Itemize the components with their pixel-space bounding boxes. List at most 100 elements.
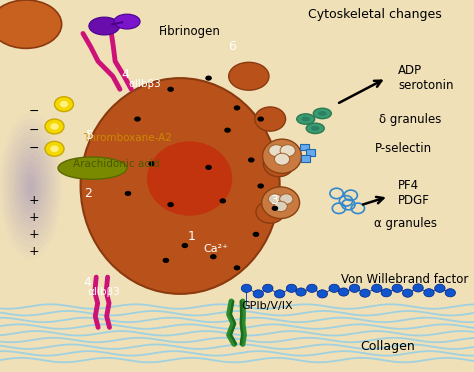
Circle shape	[360, 289, 370, 297]
Text: +: +	[29, 211, 39, 224]
Circle shape	[163, 258, 169, 263]
Ellipse shape	[318, 111, 327, 116]
Circle shape	[280, 194, 293, 204]
Circle shape	[253, 290, 264, 298]
Circle shape	[224, 128, 231, 133]
Circle shape	[268, 194, 282, 204]
Ellipse shape	[89, 17, 119, 35]
Ellipse shape	[301, 116, 310, 121]
Polygon shape	[301, 155, 310, 162]
Circle shape	[205, 165, 212, 170]
Ellipse shape	[23, 167, 39, 205]
Circle shape	[392, 284, 402, 292]
Ellipse shape	[262, 187, 300, 218]
Ellipse shape	[114, 14, 140, 29]
Text: 4: 4	[84, 276, 91, 289]
Text: 2: 2	[84, 187, 91, 200]
Ellipse shape	[256, 201, 284, 223]
Ellipse shape	[264, 151, 294, 177]
Circle shape	[296, 288, 306, 296]
Circle shape	[274, 290, 285, 298]
Text: αIIbβ3: αIIbβ3	[128, 79, 161, 89]
Text: Arachidonic acid: Arachidonic acid	[73, 160, 160, 169]
Text: 1: 1	[188, 230, 196, 243]
Ellipse shape	[81, 78, 280, 294]
Circle shape	[219, 198, 226, 203]
Text: ADP
serotonin: ADP serotonin	[398, 64, 454, 92]
Circle shape	[269, 145, 284, 157]
Text: −: −	[29, 142, 39, 155]
Ellipse shape	[28, 179, 34, 193]
Circle shape	[317, 290, 328, 298]
Circle shape	[349, 284, 360, 292]
Text: +: +	[29, 195, 39, 207]
Circle shape	[45, 141, 64, 156]
Circle shape	[50, 145, 59, 152]
Text: +: +	[29, 228, 39, 241]
Circle shape	[286, 284, 297, 292]
Circle shape	[134, 116, 141, 122]
Circle shape	[263, 284, 273, 292]
Circle shape	[307, 284, 317, 292]
Circle shape	[45, 119, 64, 134]
Circle shape	[274, 201, 287, 212]
Circle shape	[50, 123, 59, 130]
Ellipse shape	[263, 139, 301, 173]
Circle shape	[435, 284, 445, 292]
Circle shape	[272, 206, 278, 211]
Circle shape	[60, 101, 68, 108]
Circle shape	[257, 116, 264, 122]
Text: Cytoskeletal changes: Cytoskeletal changes	[308, 9, 442, 21]
Circle shape	[182, 243, 188, 248]
Text: −: −	[29, 105, 39, 118]
Circle shape	[253, 232, 259, 237]
Circle shape	[55, 97, 73, 112]
Circle shape	[234, 105, 240, 110]
Text: δ granules: δ granules	[379, 113, 442, 125]
Circle shape	[248, 157, 255, 163]
Circle shape	[445, 289, 456, 297]
Text: −: −	[29, 124, 39, 137]
Ellipse shape	[228, 62, 269, 90]
Text: Ca²⁺: Ca²⁺	[204, 244, 229, 254]
Ellipse shape	[255, 107, 285, 131]
Text: +: +	[29, 245, 39, 257]
Text: 6: 6	[228, 40, 236, 53]
Circle shape	[280, 145, 295, 157]
Circle shape	[372, 284, 382, 292]
Ellipse shape	[311, 126, 319, 131]
Circle shape	[241, 284, 252, 292]
Circle shape	[205, 76, 212, 81]
Circle shape	[234, 265, 240, 270]
Polygon shape	[300, 144, 309, 150]
Text: P-selectin: P-selectin	[374, 142, 432, 155]
Circle shape	[167, 87, 174, 92]
Text: PF4
PDGF: PF4 PDGF	[398, 179, 430, 208]
Ellipse shape	[147, 141, 232, 216]
Text: 4: 4	[122, 68, 129, 81]
Circle shape	[210, 254, 217, 259]
Circle shape	[274, 153, 290, 165]
Ellipse shape	[313, 108, 331, 119]
Text: GPIb/V/IX: GPIb/V/IX	[242, 301, 293, 311]
Circle shape	[424, 289, 434, 297]
Circle shape	[167, 202, 174, 207]
Ellipse shape	[26, 173, 36, 199]
Circle shape	[148, 161, 155, 166]
Ellipse shape	[58, 157, 127, 179]
Circle shape	[402, 289, 413, 297]
Text: Von Willebrand factor: Von Willebrand factor	[341, 273, 469, 286]
Text: 5: 5	[86, 129, 94, 142]
Circle shape	[125, 191, 131, 196]
Circle shape	[257, 183, 264, 189]
Text: Thromboxane-A2: Thromboxane-A2	[83, 133, 172, 142]
Text: Collagen: Collagen	[360, 340, 415, 353]
Circle shape	[413, 284, 423, 292]
Text: Fibrinogen: Fibrinogen	[159, 25, 221, 38]
Text: αIIbβ3: αIIbβ3	[88, 287, 120, 297]
Ellipse shape	[20, 161, 41, 211]
Circle shape	[329, 284, 339, 292]
Circle shape	[381, 289, 392, 297]
Text: α granules: α granules	[374, 217, 438, 230]
Ellipse shape	[297, 114, 315, 124]
